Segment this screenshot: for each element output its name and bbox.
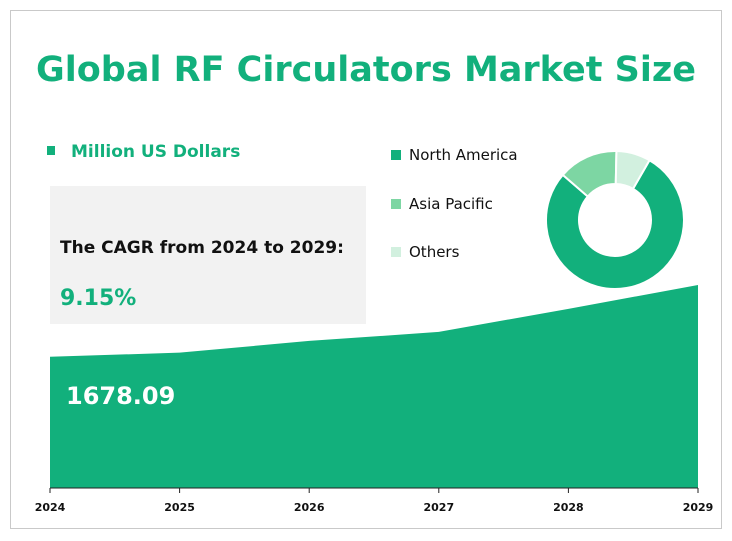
unit-label: Million US Dollars [71, 142, 241, 162]
data-label-2024: 1678.09 [66, 382, 176, 410]
legend-item-asia-pacific: Asia Pacific [391, 195, 493, 213]
cagr-value: 9.15% [60, 286, 137, 311]
area-series [50, 285, 698, 488]
chart-frame [10, 10, 722, 529]
x-axis: 2024 2025 2026 2027 2028 2029 [35, 487, 714, 514]
donut-slice-others [614, 149, 651, 191]
legend-swatch-asia-pacific [391, 199, 401, 209]
donut-slice-north-america [545, 158, 685, 290]
donut-chart [545, 149, 685, 290]
x-tick-label: 2026 [294, 501, 325, 514]
legend-label-asia-pacific: Asia Pacific [409, 195, 493, 213]
unit-marker [47, 146, 55, 155]
cagr-label: The CAGR from 2024 to 2029: [60, 238, 344, 258]
x-tick-label: 2024 [35, 501, 66, 514]
legend-swatch-north-america [391, 150, 401, 160]
x-tick-label: 2028 [553, 501, 584, 514]
area-path [50, 285, 698, 488]
x-tick-label: 2029 [683, 501, 714, 514]
legend-item-north-america: North America [391, 146, 518, 164]
x-tick-label: 2025 [164, 501, 195, 514]
x-tick-label: 2027 [423, 501, 454, 514]
unit-legend: Million US Dollars [47, 142, 240, 162]
chart-title: Global RF Circulators Market Size [36, 50, 696, 90]
legend-label-north-america: North America [409, 146, 518, 164]
legend-label-others: Others [409, 243, 460, 261]
legend-item-others: Others [391, 243, 459, 261]
cagr-box: The CAGR from 2024 to 2029: 9.15% [50, 186, 366, 324]
legend-swatch-others [391, 247, 401, 257]
